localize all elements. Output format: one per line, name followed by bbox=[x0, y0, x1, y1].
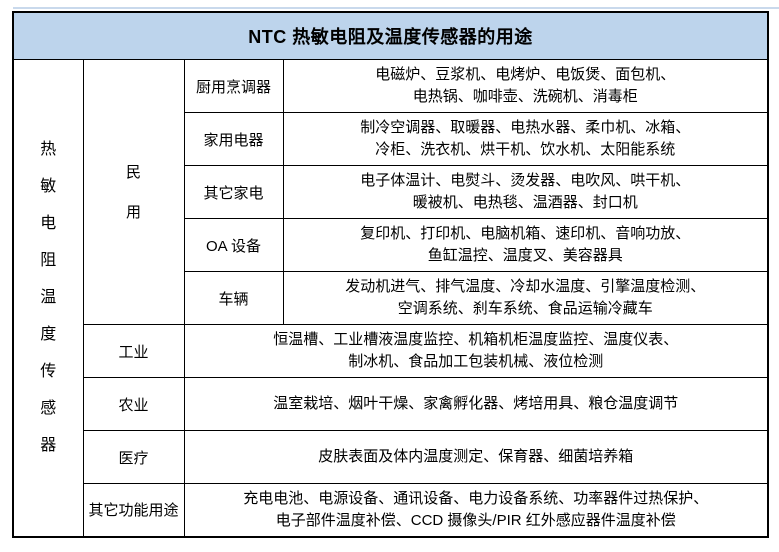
vertical-header-char: 热 bbox=[40, 140, 57, 158]
applications-household-appliances: 制冷空调器、取暖器、电热水器、柔巾机、冰箱、 冷柜、洗衣机、烘干机、饮水机、太阳… bbox=[282, 112, 769, 166]
vertical-header-char: 温 bbox=[40, 288, 57, 306]
subcategory-other-appliances: 其它家电 bbox=[183, 165, 284, 219]
category-civil-text: 民 用 bbox=[84, 163, 183, 221]
vertical-header-char: 感 bbox=[40, 399, 57, 417]
category-other-functions: 其它功能用途 bbox=[82, 483, 185, 537]
category-industry: 工业 bbox=[82, 324, 185, 378]
title-row: NTC 热敏电阻及温度传感器的用途 bbox=[12, 11, 769, 60]
vertical-header-thermistor-sensor: 热 敏 电 阻 温 度 传 感 器 bbox=[12, 59, 84, 537]
category-civil-char: 民 bbox=[125, 163, 141, 181]
subcategory-oa-equipment: OA 设备 bbox=[183, 218, 284, 272]
vertical-header-char: 阻 bbox=[40, 251, 57, 269]
vertical-header-char: 器 bbox=[40, 436, 57, 454]
applications-medical: 皮肤表面及体内温度测定、保育器、细菌培养箱 bbox=[183, 430, 769, 484]
table-row: 医疗 皮肤表面及体内温度测定、保育器、细菌培养箱 bbox=[13, 430, 769, 484]
subcategory-kitchen-appliances: 厨用烹调器 bbox=[183, 59, 284, 113]
category-medical: 医疗 bbox=[82, 430, 185, 484]
applications-industry: 恒温槽、工业槽液温度监控、机箱机柜温度监控、温度仪表、 制冰机、食品加工包装机械… bbox=[183, 324, 769, 378]
applications-agriculture: 温室栽培、烟叶干燥、家禽孵化器、烤培用具、粮仓温度调节 bbox=[183, 377, 769, 431]
category-civil: 民 用 bbox=[82, 59, 185, 325]
applications-other-appliances: 电子体温计、电熨斗、烫发器、电吹风、哄干机、 暖被机、电热毯、温酒器、封口机 bbox=[282, 165, 769, 219]
category-agriculture: 农业 bbox=[82, 377, 185, 431]
applications-kitchen-appliances: 电磁炉、豆浆机、电烤炉、电饭煲、面包机、 电热锅、咖啡壶、洗碗机、消毒柜 bbox=[282, 59, 769, 113]
vertical-header-char: 电 bbox=[40, 214, 57, 232]
table-row: OA 设备 复印机、打印机、电脑机箱、速印机、音响功放、 鱼缸温控、温度叉、美容… bbox=[13, 218, 769, 272]
vertical-header-char: 度 bbox=[40, 325, 57, 343]
applications-vehicles: 发动机进气、排气温度、冷却水温度、引擎温度检测、 空调系统、刹车系统、食品运输冷… bbox=[282, 271, 769, 325]
table-row: 农业 温室栽培、烟叶干燥、家禽孵化器、烤培用具、粮仓温度调节 bbox=[13, 377, 769, 431]
vertical-header-text: 热 敏 电 阻 温 度 传 感 器 bbox=[14, 140, 82, 454]
top-accent-line bbox=[13, 7, 779, 9]
table-row: 车辆 发动机进气、排气温度、冷却水温度、引擎温度检测、 空调系统、刹车系统、食品… bbox=[13, 271, 769, 325]
table-row: 其它家电 电子体温计、电熨斗、烫发器、电吹风、哄干机、 暖被机、电热毯、温酒器、… bbox=[13, 165, 769, 219]
applications-other-functions: 充电电池、电源设备、通讯设备、电力设备系统、功率器件过热保护、 电子部件温度补偿… bbox=[183, 483, 769, 537]
table-row: 热 敏 电 阻 温 度 传 感 器 民 用 厨用烹调器 电磁炉、豆浆机、电烤炉、 bbox=[12, 59, 769, 537]
vertical-header-char: 传 bbox=[40, 362, 57, 380]
vertical-header-char: 敏 bbox=[40, 177, 57, 195]
subcategory-vehicles: 车辆 bbox=[183, 271, 284, 325]
category-civil-char: 用 bbox=[125, 203, 141, 221]
subcategory-household-appliances: 家用电器 bbox=[183, 112, 284, 166]
ntc-applications-table: NTC 热敏电阻及温度传感器的用途 热 敏 电 阻 温 度 传 感 器 民 bbox=[12, 11, 769, 538]
table-row: 工业 恒温槽、工业槽液温度监控、机箱机柜温度监控、温度仪表、 制冰机、食品加工包… bbox=[13, 324, 769, 378]
table-row: 家用电器 制冷空调器、取暖器、电热水器、柔巾机、冰箱、 冷柜、洗衣机、烘干机、饮… bbox=[13, 112, 769, 166]
table-row: 其它功能用途 充电电池、电源设备、通讯设备、电力设备系统、功率器件过热保护、 电… bbox=[13, 483, 769, 537]
table-title: NTC 热敏电阻及温度传感器的用途 bbox=[12, 11, 769, 60]
applications-oa-equipment: 复印机、打印机、电脑机箱、速印机、音响功放、 鱼缸温控、温度叉、美容器具 bbox=[282, 218, 769, 272]
